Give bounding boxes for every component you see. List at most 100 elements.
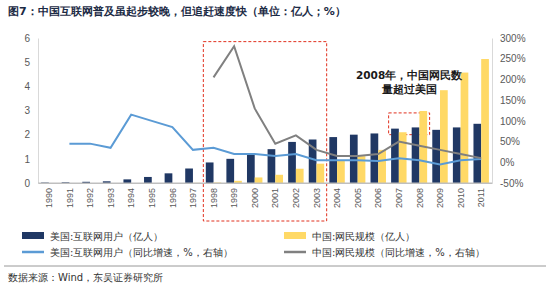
x-tick-label: 1998 xyxy=(209,188,219,208)
legend-item: 中国:网民规模（同比增速，%，右轴） xyxy=(284,247,485,258)
x-tick-label: 2003 xyxy=(312,188,322,208)
legend-label: 中国:网民规模（亿人） xyxy=(312,231,415,242)
bar xyxy=(206,162,214,183)
x-tick: 1996 xyxy=(167,183,177,208)
y-tick: 3 xyxy=(24,105,38,116)
bar xyxy=(481,59,489,183)
line xyxy=(69,115,481,165)
legend-label: 中国:网民规模（同比增速，%，右轴） xyxy=(312,247,485,258)
y2-tick: 250% xyxy=(492,53,526,64)
y2-tick-label: -50% xyxy=(500,178,523,189)
x-tick-label: 1995 xyxy=(147,188,157,208)
bar xyxy=(350,135,358,183)
y2-tick: 300% xyxy=(492,33,526,44)
x-tick-label: 2009 xyxy=(435,188,445,208)
x-tick-label: 2007 xyxy=(394,188,404,208)
x-tick-label: 1999 xyxy=(229,188,239,208)
bar-series xyxy=(41,124,481,183)
y2-tick: 200% xyxy=(492,74,526,85)
x-tick-label: 2005 xyxy=(353,188,363,208)
legend-swatch xyxy=(22,251,44,254)
x-tick: 2009 xyxy=(435,183,445,208)
x-tick: 2001 xyxy=(270,183,280,208)
x-tick: 1990 xyxy=(44,183,54,208)
bar xyxy=(412,127,420,183)
title: 图7：中国互联网普及虽起步较晚，但追赶速度快（单位：亿人；%） xyxy=(8,5,346,18)
x-tick: 2002 xyxy=(291,183,301,208)
plot-marks xyxy=(41,46,489,183)
y-tick-label: 3 xyxy=(24,105,30,116)
legend-item: 中国:网民规模（亿人） xyxy=(284,231,415,242)
y-axis: 0 1 2 3 4 5 6 xyxy=(24,33,38,189)
y2-tick-label: 100% xyxy=(500,116,526,127)
y2-tick: 50% xyxy=(492,136,520,147)
x-tick: 2004 xyxy=(332,183,342,208)
bar xyxy=(378,150,386,183)
x-tick: 2005 xyxy=(353,183,363,208)
y-tick-label: 5 xyxy=(24,57,30,68)
y2-tick-label: 300% xyxy=(500,33,526,44)
x-tick: 2000 xyxy=(250,183,260,208)
bar xyxy=(296,169,304,183)
y-tick-label: 6 xyxy=(24,33,30,44)
x-tick: 1998 xyxy=(209,183,219,208)
x-tick-label: 2001 xyxy=(270,188,280,208)
x-tick: 1999 xyxy=(229,183,239,208)
x-tick-label: 2004 xyxy=(332,188,342,208)
y2-tick-label: 200% xyxy=(500,74,526,85)
y-tick-label: 4 xyxy=(24,81,30,92)
x-tick: 2003 xyxy=(312,183,322,208)
x-tick: 2011 xyxy=(476,183,486,207)
y2-tick: -50% xyxy=(492,178,523,189)
x-tick-label: 2008 xyxy=(415,188,425,208)
legend-label: 美国:互联网用户（同比增速，%，右轴） xyxy=(50,247,233,258)
bar xyxy=(268,149,276,183)
bar xyxy=(288,142,296,183)
x-tick: 2010 xyxy=(456,183,466,208)
legend-swatch xyxy=(22,232,44,239)
x-tick-label: 2002 xyxy=(291,188,301,208)
x-tick-label: 2011 xyxy=(476,188,486,207)
separator xyxy=(4,266,546,267)
bar xyxy=(275,175,283,183)
annotation-line: 量超过美国 xyxy=(381,83,437,95)
x-tick: 1991 xyxy=(65,183,75,208)
highlight-box xyxy=(203,42,326,221)
y-tick-label: 0 xyxy=(24,178,30,189)
y2-tick: 100% xyxy=(492,116,526,127)
bar xyxy=(473,124,481,183)
annotation-line: 2008年，中国网民数 xyxy=(356,69,463,81)
y-tick: 1 xyxy=(24,154,38,165)
bar xyxy=(185,169,193,184)
x-tick-label: 1997 xyxy=(188,188,198,208)
bar xyxy=(226,159,234,183)
x-tick: 1997 xyxy=(188,183,198,208)
x-tick-label: 1991 xyxy=(65,188,75,208)
legend-item: 美国:互联网用户（亿人） xyxy=(22,231,163,242)
y2-tick-label: 150% xyxy=(500,95,526,106)
bar xyxy=(440,90,448,183)
x-tick-label: 1994 xyxy=(126,188,136,208)
bar xyxy=(337,160,345,183)
bar xyxy=(391,129,399,183)
x-tick: 2008 xyxy=(415,183,425,208)
y2-tick: 0% xyxy=(492,157,515,168)
x-tick-label: 1992 xyxy=(85,188,95,208)
bar xyxy=(247,154,255,183)
y2-axis: -50% 0% 50% 100% 150% 200% 250% 300% xyxy=(492,33,526,189)
x-tick-label: 1993 xyxy=(106,188,116,208)
x-tick-label: 1990 xyxy=(44,188,54,208)
y-tick: 4 xyxy=(24,81,38,92)
legend-label: 美国:互联网用户（亿人） xyxy=(50,231,163,242)
source: 数据来源：Wind，东吴证券研究所 xyxy=(8,272,163,283)
bar xyxy=(316,164,324,183)
bar xyxy=(255,177,263,183)
y-tick: 2 xyxy=(24,129,38,140)
y-tick: 0 xyxy=(24,178,38,189)
x-tick-label: 2006 xyxy=(373,188,383,208)
x-tick: 2007 xyxy=(394,183,404,208)
bar xyxy=(371,133,379,183)
y-tick: 5 xyxy=(24,57,38,68)
bar xyxy=(453,127,461,183)
x-tick: 2006 xyxy=(373,183,383,208)
